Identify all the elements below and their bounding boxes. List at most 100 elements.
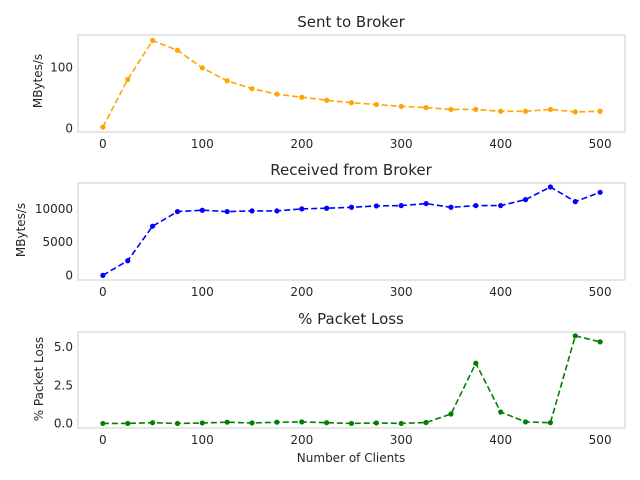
data-point (149, 37, 156, 44)
xlabel-packet-loss: Number of Clients (297, 451, 405, 465)
data-point (149, 420, 156, 426)
data-point (597, 339, 603, 345)
y-tick-label: 2.5 (54, 378, 73, 392)
x-tick-label: 200 (290, 285, 313, 299)
data-point (100, 124, 106, 130)
data-point (572, 109, 578, 115)
ylabel-received-from-broker: MBytes/s (14, 203, 28, 257)
x-tick-label: 200 (290, 433, 313, 447)
x-tick-label: 400 (489, 433, 512, 447)
y-tick-label: 0 (65, 121, 73, 135)
data-point (373, 420, 379, 426)
x-tick-label: 500 (589, 137, 612, 151)
x-tick-label: 0 (99, 137, 107, 151)
title-packet-loss: % Packet Loss (298, 310, 404, 328)
data-point (274, 419, 280, 425)
ylabel-sent-to-broker: MBytes/s (31, 54, 45, 108)
x-tick-label: 300 (390, 137, 413, 151)
data-point (324, 420, 330, 426)
data-point (199, 207, 205, 213)
data-point (597, 108, 603, 114)
data-point (547, 184, 554, 190)
panel-packet-loss: % Packet Loss % Packet Loss Number of Cl… (32, 310, 626, 465)
data-point (522, 108, 529, 114)
title-sent-to-broker: Sent to Broker (297, 13, 405, 31)
x-tick-label: 0 (99, 433, 107, 447)
data-point (572, 199, 578, 205)
data-point (448, 411, 454, 417)
data-point (498, 409, 504, 415)
x-tick-label: 400 (489, 285, 512, 299)
data-point (547, 420, 554, 426)
data-point (149, 223, 156, 229)
data-point (125, 258, 131, 264)
data-point (373, 203, 379, 209)
data-point (174, 208, 181, 215)
x-tick-label: 100 (191, 433, 214, 447)
data-point (547, 106, 554, 113)
data-point (125, 76, 131, 83)
x-tick-label: 200 (290, 137, 313, 151)
data-point (299, 419, 305, 425)
data-point (249, 208, 255, 214)
data-point (597, 189, 603, 195)
data-point (498, 108, 504, 114)
data-point (224, 419, 230, 425)
data-point (199, 420, 205, 426)
data-point (274, 91, 280, 97)
x-tick-label: 0 (99, 285, 107, 299)
data-point (448, 204, 454, 210)
data-point (348, 420, 355, 427)
data-point (125, 420, 131, 427)
data-point (324, 97, 330, 103)
y-tick-label: 5.0 (54, 340, 73, 354)
x-tick-label: 500 (589, 433, 612, 447)
data-point (249, 86, 255, 92)
data-point (348, 204, 355, 210)
axes-frame-received (77, 182, 626, 281)
y-tick-label: 5000 (42, 235, 73, 249)
data-point (498, 202, 504, 209)
x-tick-label: 300 (390, 433, 413, 447)
data-point (423, 104, 429, 111)
data-point (572, 333, 578, 339)
y-tick-label: 100 (50, 60, 73, 74)
data-point (224, 78, 230, 84)
axes-frame-sent (77, 34, 626, 133)
data-point (100, 272, 106, 278)
x-tick-label: 400 (489, 137, 512, 151)
y-tick-label: 0 (65, 268, 73, 282)
series-line-loss (102, 334, 601, 425)
panel-sent-to-broker: Sent to Broker MBytes/s 0 100 200 300 400 500… (31, 13, 626, 151)
series-line-sent (102, 39, 601, 128)
data-point (398, 202, 404, 209)
x-tick-label: 500 (589, 285, 612, 299)
data-point (100, 420, 106, 427)
data-point (522, 197, 529, 203)
x-tick-label: 300 (390, 285, 413, 299)
data-point (324, 205, 330, 211)
y-tick-label: 0.0 (54, 416, 73, 430)
data-point (299, 206, 305, 212)
data-point (174, 420, 181, 427)
title-received-from-broker: Received from Broker (270, 161, 432, 179)
data-point (423, 200, 429, 207)
data-point (174, 47, 181, 53)
ylabel-packet-loss: % Packet Loss (32, 337, 46, 422)
data-point (199, 65, 205, 71)
data-point (473, 202, 479, 209)
x-tick-label: 100 (191, 137, 214, 151)
panel-received-from-broker: Received from Broker MBytes/s 0 100 200 300… (14, 161, 626, 299)
data-point (398, 103, 404, 109)
data-point (522, 419, 529, 425)
data-point (373, 101, 379, 108)
data-point (224, 208, 230, 215)
data-point (249, 420, 255, 426)
data-point (348, 100, 355, 106)
data-point (423, 419, 429, 426)
data-point (398, 420, 404, 427)
y-tick-label: 10000 (35, 202, 73, 216)
data-point (299, 94, 305, 100)
data-point (473, 106, 479, 113)
